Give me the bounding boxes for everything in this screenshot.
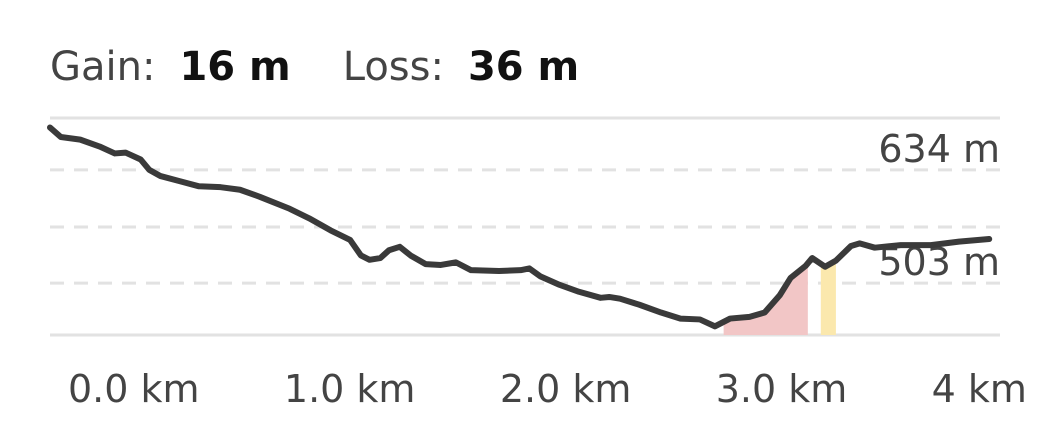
y-tick-label: 634 m	[878, 127, 1000, 171]
stat-label: Loss:	[343, 44, 444, 90]
stat-value: 36 m	[468, 44, 579, 90]
x-tick-label: 4 km	[932, 367, 1027, 411]
x-tick-label: 2.0 km	[500, 367, 632, 411]
elevation-line	[47, 124, 993, 330]
stat-value: 16 m	[179, 44, 290, 90]
x-tick-label: 0.0 km	[68, 367, 200, 411]
grade-highlight	[820, 260, 836, 335]
x-tick-label: 1.0 km	[284, 367, 416, 411]
stat-label: Gain:	[50, 44, 155, 90]
grade-highlight	[723, 263, 808, 335]
x-tick-label: 3.0 km	[716, 367, 848, 411]
